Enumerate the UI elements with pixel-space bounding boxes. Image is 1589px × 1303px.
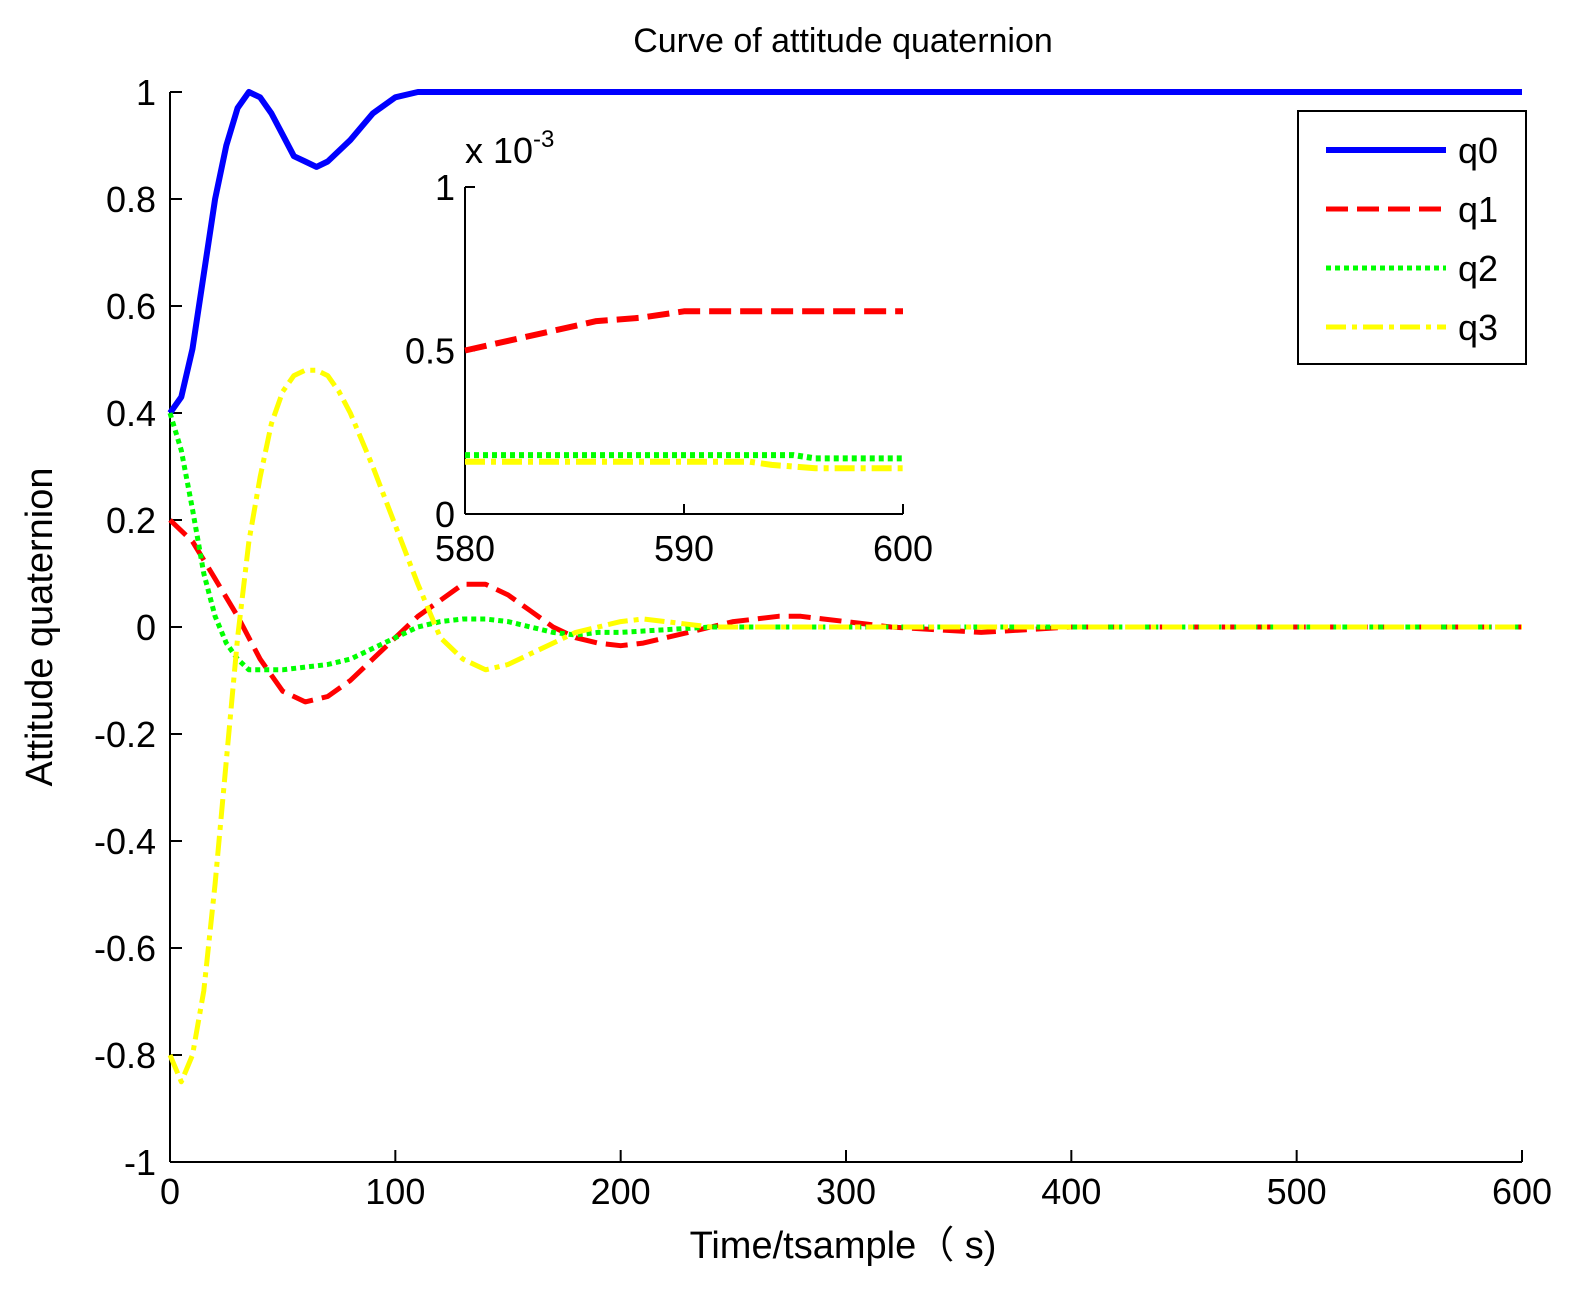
x-axis-label: Time/tsample（ s)	[690, 1225, 997, 1267]
y-tick-label: -0.4	[94, 821, 156, 862]
legend-label-q0: q0	[1458, 130, 1498, 171]
inset-scale-exponent: -3	[533, 126, 554, 153]
inset-x-tick-label: 580	[435, 528, 495, 569]
x-tick-label: 300	[816, 1171, 876, 1212]
inset-y-tick-label: 0.5	[405, 331, 455, 372]
legend-label-q2: q2	[1458, 248, 1498, 289]
y-tick-label: 1	[136, 72, 156, 113]
legend-box	[1297, 110, 1527, 365]
legend-label-q1: q1	[1458, 189, 1498, 230]
y-tick-label: 0.2	[106, 500, 156, 541]
series-line-q3	[167, 367, 1522, 1085]
y-tick-label: 0.4	[106, 393, 156, 434]
x-tick-label: 400	[1041, 1171, 1101, 1212]
y-tick-label: -0.6	[94, 928, 156, 969]
inset-series-line-q3	[465, 458, 903, 472]
inset-scale-prefix: x 10	[465, 130, 533, 171]
y-tick-label: 0.6	[106, 286, 156, 327]
inset-y-tick-label: 0	[435, 494, 455, 535]
x-tick-label: 0	[160, 1171, 180, 1212]
legend-label-q3: q3	[1458, 307, 1498, 348]
inset-x-tick-label: 600	[873, 528, 933, 569]
main-plot: Curve of attitude quaternion Time/tsample…	[19, 22, 1552, 1267]
inset-series-line-q2	[465, 452, 903, 462]
series-line-q1	[168, 518, 1522, 705]
y-tick-label: 0.8	[106, 179, 156, 220]
inset-background	[465, 187, 903, 514]
inset-series-line-q1	[464, 308, 903, 354]
x-tick-label: 500	[1267, 1171, 1327, 1212]
x-tick-label: 200	[591, 1171, 651, 1212]
x-tick-label: 600	[1492, 1171, 1552, 1212]
y-tick-label: -0.2	[94, 714, 156, 755]
inset-scale-label: x 10-3	[465, 126, 554, 171]
y-axis-label: Attitude quaternion	[19, 467, 61, 786]
series-line-q0	[167, 89, 1522, 415]
y-tick-label: 0	[136, 607, 156, 648]
inset-y-tick-label: 1	[435, 167, 455, 208]
y-tick-label: -0.8	[94, 1035, 156, 1076]
chart-title: Curve of attitude quaternion	[633, 22, 1053, 60]
y-tick-label: -1	[124, 1142, 156, 1183]
x-tick-label: 100	[365, 1171, 425, 1212]
legend: q0 q1 q2 q3	[1297, 110, 1527, 365]
inset-x-tick-label: 590	[654, 528, 714, 569]
